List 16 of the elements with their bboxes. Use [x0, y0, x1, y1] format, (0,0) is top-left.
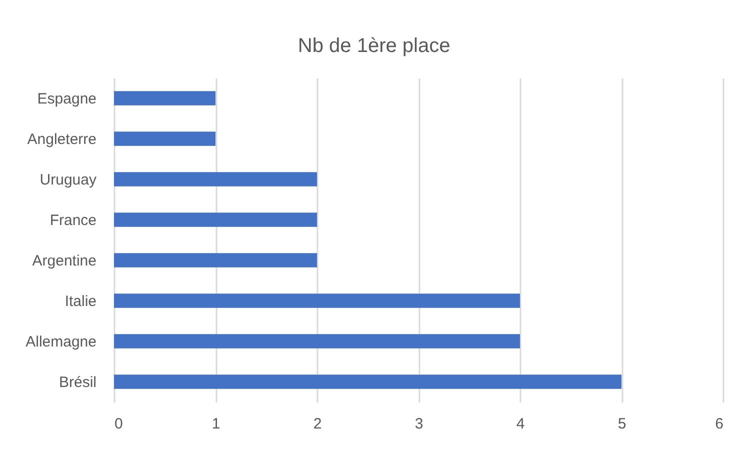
x-tick-label: 0	[114, 416, 123, 432]
y-tick-label: Brésil	[58, 374, 96, 391]
x-tick-label: 6	[715, 416, 724, 432]
x-tick-label: 1	[212, 416, 220, 432]
y-tick-label: France	[50, 212, 96, 229]
x-tick-label: 4	[516, 416, 525, 432]
y-tick-label: Italie	[64, 292, 96, 310]
y-tick-label: Argentine	[32, 252, 96, 270]
x-tick-label: 2	[313, 416, 322, 432]
x-tick-label: 5	[618, 416, 626, 432]
y-tick-label: Allemagne	[26, 333, 96, 350]
x-tick-label: 3	[414, 416, 424, 432]
y-tick-label: Angleterre	[27, 130, 96, 148]
y-tick-label: Uruguay	[40, 171, 97, 188]
chart-title: Nb de 1ère place	[298, 35, 450, 57]
y-tick-label: Espagne	[37, 90, 96, 108]
